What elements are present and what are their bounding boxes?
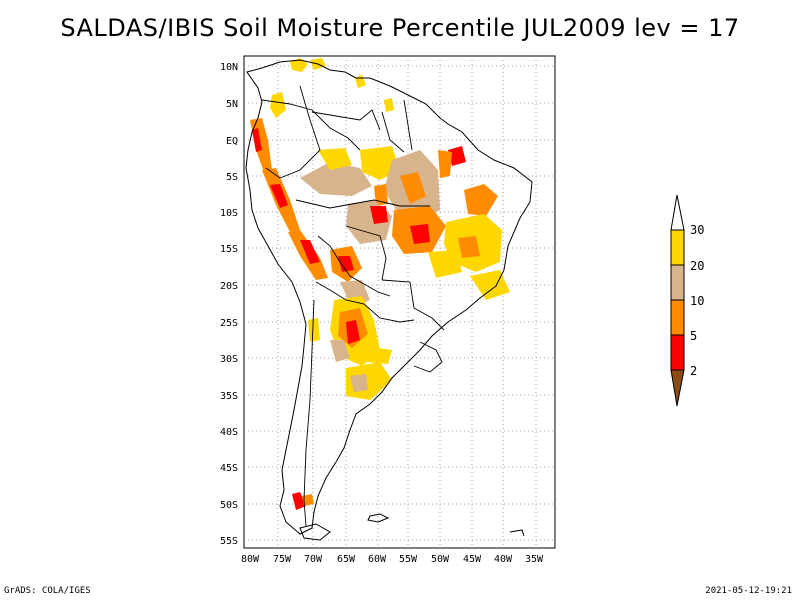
continent-outline — [245, 59, 533, 535]
lat-tick-labels: 10N 5N EQ 5S 10S 15S 20S 25S 30S 35S 40S… — [220, 62, 238, 547]
lat-label: 5N — [226, 99, 238, 110]
lat-label: EQ — [226, 136, 238, 147]
footer-timestamp: 2021-05-12-19:21 — [705, 586, 792, 596]
legend-swatch-5-10 — [670, 299, 685, 336]
lat-label: 55S — [220, 536, 238, 547]
legend-swatch-below-2 — [670, 369, 685, 407]
moisture-shading — [250, 58, 510, 510]
lon-label: 55W — [399, 554, 418, 565]
lon-label: 50W — [431, 554, 450, 565]
lon-label: 65W — [337, 554, 356, 565]
footer-credit: GrADS: COLA/IGES — [4, 586, 91, 596]
lat-label: 15S — [220, 244, 238, 255]
lat-label: 40S — [220, 427, 238, 438]
legend-swatch-10-20 — [670, 264, 685, 301]
legend-swatch-20-30 — [670, 229, 685, 266]
legend-label: 10 — [690, 294, 704, 308]
map-frame — [243, 55, 556, 549]
lon-label: 75W — [273, 554, 292, 565]
legend-label: 2 — [690, 364, 697, 378]
lon-label: 35W — [525, 554, 544, 565]
legend-swatch-above-30 — [670, 194, 685, 231]
lat-label: 20S — [220, 281, 238, 292]
lon-label: 60W — [368, 554, 387, 565]
lat-label: 45S — [220, 463, 238, 474]
lon-label: 40W — [494, 554, 513, 565]
lat-label: 25S — [220, 318, 238, 329]
lon-label: 70W — [304, 554, 323, 565]
color-legend — [670, 194, 685, 407]
page-title: SALDAS/IBIS Soil Moisture Percentile JUL… — [60, 14, 740, 42]
lon-label: 80W — [241, 554, 260, 565]
lat-label: 35S — [220, 391, 238, 402]
lat-label: 30S — [220, 354, 238, 365]
island-outlines — [299, 513, 525, 541]
legend-label: 30 — [690, 223, 704, 237]
legend-swatch-2-5 — [670, 334, 685, 371]
lat-label: 10N — [220, 62, 238, 73]
legend-labels: 30 20 10 5 2 — [690, 223, 704, 378]
lon-label: 45W — [463, 554, 482, 565]
legend-label: 5 — [690, 329, 697, 343]
lat-label: 50S — [220, 500, 238, 511]
lat-label: 5S — [226, 172, 238, 183]
country-borders — [261, 85, 445, 527]
lat-label: 10S — [220, 208, 238, 219]
legend-label: 20 — [690, 259, 704, 273]
lon-tick-labels: 80W 75W 70W 65W 60W 55W 50W 45W 40W 35W — [241, 554, 544, 565]
